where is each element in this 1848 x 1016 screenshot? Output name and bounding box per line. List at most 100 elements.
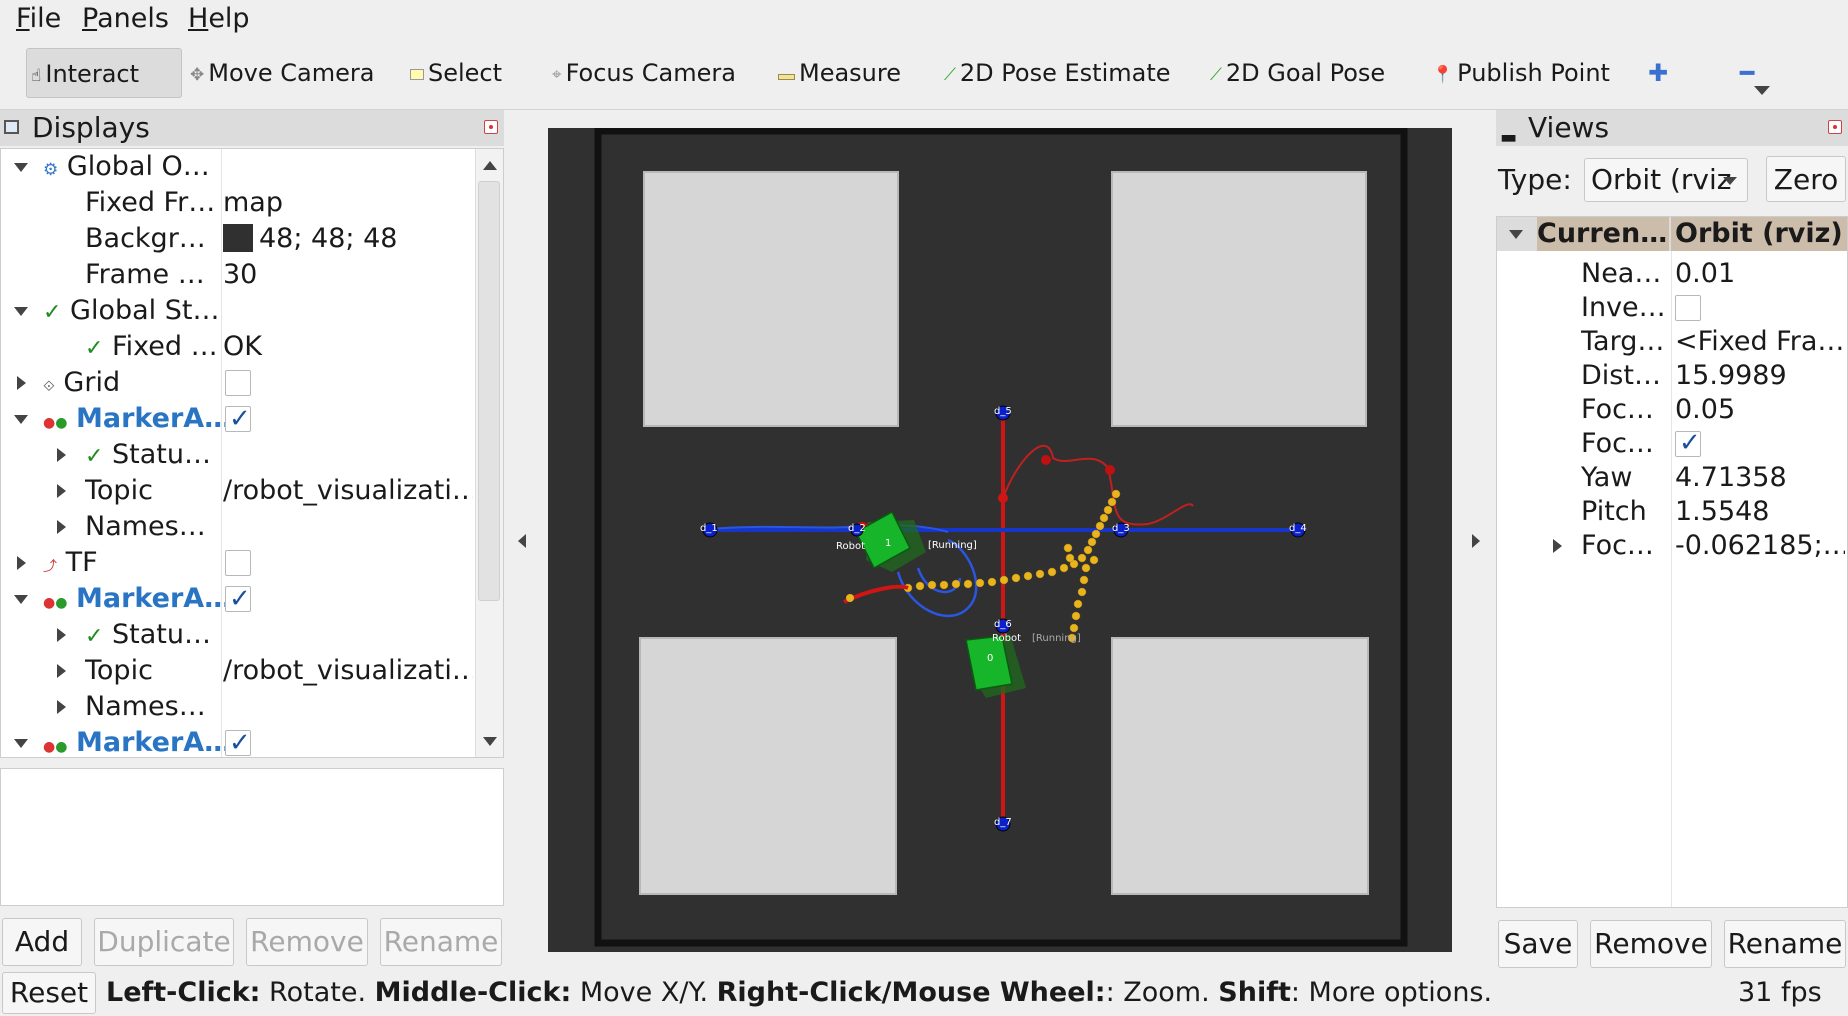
tree-row-marker-array-3[interactable]: ●● MarkerA… [1,725,475,757]
tree-row-tf[interactable]: ⤴ TF [1,545,475,581]
prop-row-focal-shape-fixed[interactable]: Foc… [1497,426,1847,461]
measure-tool-button[interactable]: Measure [774,48,901,98]
menu-panels[interactable]: Panels [82,2,169,36]
prop-row-focal-shape-size[interactable]: Foc… 0.05 [1497,393,1847,427]
tree-row-background[interactable]: Backgr… 48; 48; 48 [1,221,475,257]
remove-view-button[interactable]: Remove [1590,920,1712,968]
collapse-arrow-icon[interactable] [57,628,66,642]
add-tool-button[interactable]: ✚ [1644,48,1668,98]
collapse-arrow-icon[interactable] [17,376,26,390]
view-type-dropdown[interactable]: Orbit (rviz [1584,158,1748,202]
collapse-arrow-icon[interactable] [17,556,26,570]
remove-display-button[interactable]: Remove [246,918,368,966]
current-view-header-row[interactable]: Curren… Orbit (rviz) [1497,217,1847,251]
prop-row-pitch[interactable]: Pitch 1.5548 [1497,495,1847,529]
distance-value[interactable]: 15.9989 [1675,360,1787,391]
frame-rate-value[interactable]: 30 [223,259,258,290]
marker-array-3-checkbox[interactable] [225,725,251,757]
fixed-frame-value[interactable]: map [223,187,283,218]
tree-row-marker-array-1[interactable]: ●● MarkerA… [1,401,475,437]
displays-scrollbar[interactable] [475,149,503,757]
invert-z-checkbox[interactable] [1675,295,1701,321]
focal-shape-fixed-checkbox[interactable] [1675,426,1701,460]
marker-array-2-checkbox[interactable] [225,581,251,617]
tree-row-namespaces-1[interactable]: Names… [1,509,475,545]
render-viewport[interactable]: d_1 d_2 d_3 d_4 d_5 d_6 d_7 1 Robot [Run… [548,127,1452,952]
move-camera-tool-button[interactable]: ✥ Move Camera [186,48,374,98]
topic-1-value[interactable]: /robot_visualizati… [223,475,473,506]
scroll-down-icon[interactable] [483,737,497,746]
interact-tool-button[interactable]: ☝ Interact [26,48,182,98]
close-icon[interactable] [484,120,498,134]
tree-row-global-status[interactable]: ✓ Global St… [1,293,475,329]
duplicate-display-button[interactable]: Duplicate [94,918,234,966]
expand-arrow-icon[interactable] [14,595,28,604]
prop-row-focal-point[interactable]: Foc… -0.062185;… [1497,529,1847,563]
focal-point-value[interactable]: -0.062185;… [1675,530,1845,561]
tree-row-global-options[interactable]: ⚙ Global O… [1,149,475,185]
expand-arrow-icon[interactable] [14,163,28,172]
tree-row-topic-2[interactable]: Topic /robot_visualizati… [1,653,475,689]
toolbar-overflow-icon[interactable] [1754,86,1770,95]
tree-row-fixed-frame[interactable]: Fixed Fr… map [1,185,475,221]
scene-canvas[interactable]: d_1 d_2 d_3 d_4 d_5 d_6 d_7 1 Robot [Run… [548,127,1452,952]
checkmark-icon: ✓ [43,300,62,325]
save-view-button[interactable]: Save [1498,920,1578,968]
collapse-arrow-icon[interactable] [57,448,66,462]
collapse-arrow-icon[interactable] [57,520,66,534]
prop-row-invert-z[interactable]: Inve… [1497,291,1847,325]
pitch-value[interactable]: 1.5548 [1675,496,1770,527]
near-clip-value[interactable]: 0.01 [1675,258,1736,289]
scrollbar-thumb[interactable] [478,181,500,601]
tree-row-status-2[interactable]: ✓ Statu… [1,617,475,653]
collapse-right-panel-icon[interactable] [1472,534,1480,548]
yaw-value[interactable]: 4.71358 [1675,462,1787,493]
tree-row-marker-array-2[interactable]: ●● MarkerA… [1,581,475,617]
expand-arrow-icon[interactable] [1509,230,1523,239]
collapse-arrow-icon[interactable] [57,484,66,498]
close-icon[interactable] [1828,120,1842,134]
prop-row-yaw[interactable]: Yaw 4.71358 [1497,461,1847,495]
expand-arrow-icon[interactable] [14,415,28,424]
add-display-button[interactable]: Add [2,918,82,966]
collapse-arrow-icon[interactable] [1553,539,1562,553]
tree-row-namespaces-2[interactable]: Names… [1,689,475,725]
zero-view-button[interactable]: Zero [1766,156,1846,202]
tree-row-grid[interactable]: ⟐ Grid [1,365,475,401]
select-tool-button[interactable]: Select [406,48,502,98]
collapse-arrow-icon[interactable] [57,664,66,678]
collapse-left-panel-icon[interactable] [518,534,526,548]
target-frame-value[interactable]: <Fixed Fra… [1675,326,1845,357]
expand-arrow-icon[interactable] [14,739,28,748]
map-outer-wall [594,127,1408,947]
global-status-label: Global St… [70,295,220,326]
rename-view-button[interactable]: Rename [1724,920,1846,968]
publish-point-tool-button[interactable]: 📍 Publish Point [1428,48,1610,98]
topic-2-value[interactable]: /robot_visualizati… [223,655,473,686]
color-swatch[interactable] [223,224,253,252]
tf-enabled-checkbox[interactable] [225,550,251,576]
prop-row-target-frame[interactable]: Targ… <Fixed Fra… [1497,325,1847,359]
focus-camera-tool-button[interactable]: ⌖ Focus Camera [548,48,736,98]
tree-row-frame-rate[interactable]: Frame … 30 [1,257,475,293]
menu-file[interactable]: File [16,2,61,36]
rename-display-button[interactable]: Rename [380,918,502,966]
remove-tool-button[interactable]: ━ [1736,48,1754,98]
scroll-up-icon[interactable] [483,161,497,170]
background-value[interactable]: 48; 48; 48 [259,223,398,254]
collapse-arrow-icon[interactable] [57,700,66,714]
prop-row-distance[interactable]: Dist… 15.9989 [1497,359,1847,393]
marker-array-1-checkbox[interactable] [225,401,251,437]
tree-row-status-1[interactable]: ✓ Statu… [1,437,475,473]
status-val-zoom: : Zoom. [1105,977,1219,1008]
expand-arrow-icon[interactable] [14,307,28,316]
tree-row-topic-1[interactable]: Topic /robot_visualizati… [1,473,475,509]
pose-estimate-tool-button[interactable]: ⟋ 2D Pose Estimate [940,48,1171,98]
grid-enabled-checkbox[interactable] [225,370,251,396]
menu-help[interactable]: Help [188,2,250,36]
tree-row-fixed-status[interactable]: ✓ Fixed … OK [1,329,475,365]
prop-row-near-clip[interactable]: Nea… 0.01 [1497,257,1847,291]
goal-pose-tool-button[interactable]: ⟋ 2D Goal Pose [1206,48,1385,98]
focal-shape-size-value[interactable]: 0.05 [1675,394,1736,425]
reset-button[interactable]: Reset [2,972,96,1014]
